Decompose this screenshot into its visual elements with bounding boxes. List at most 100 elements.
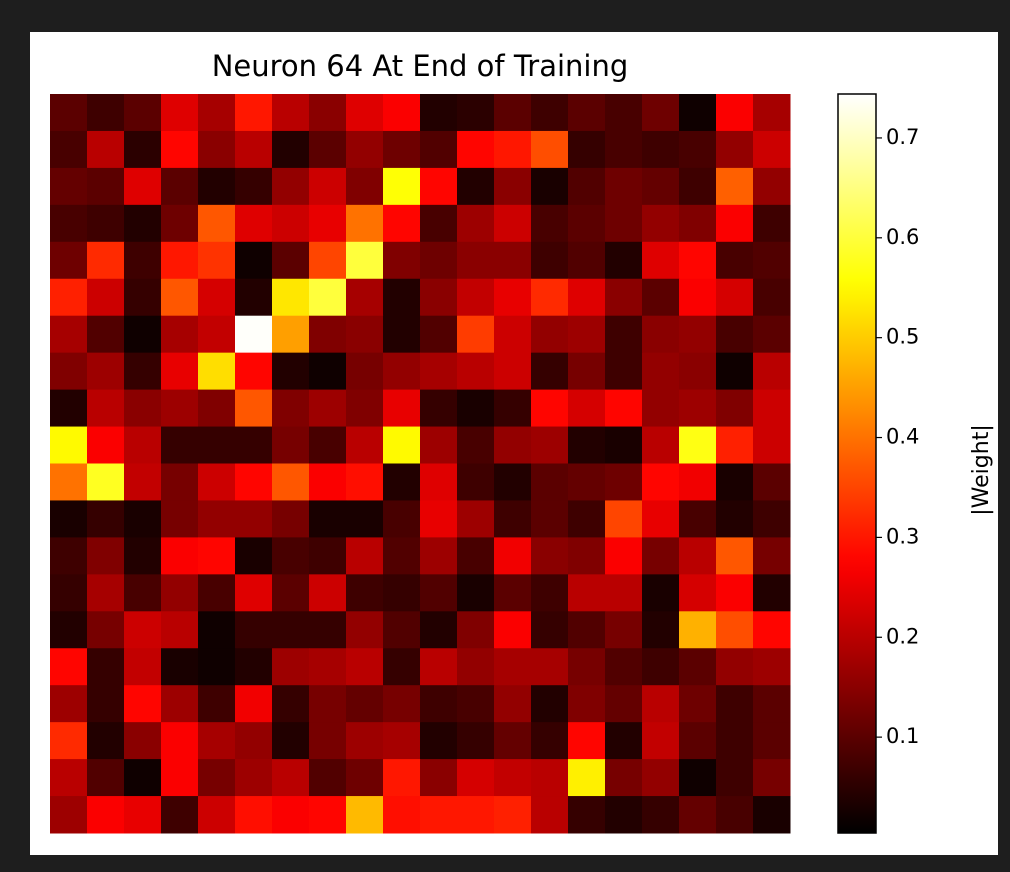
heatmap-cell: [494, 426, 532, 464]
heatmap-cell: [272, 130, 310, 169]
heatmap-cell: [531, 130, 569, 169]
heatmap-cell: [346, 315, 384, 354]
colorbar-tick-label: 0.7: [886, 125, 919, 149]
heatmap-cell: [198, 167, 236, 206]
heatmap-cell: [124, 759, 162, 797]
heatmap-cell: [235, 500, 273, 538]
heatmap-cell: [531, 315, 569, 354]
heatmap-cell: [50, 241, 88, 280]
heatmap-cell: [494, 204, 532, 243]
heatmap-cell: [235, 648, 273, 686]
heatmap-cell: [198, 389, 236, 428]
heatmap-cell: [50, 759, 88, 797]
heatmap-cell: [531, 463, 569, 501]
heatmap-cell: [235, 759, 273, 797]
heatmap-cell: [87, 500, 125, 538]
heatmap-cell: [50, 352, 88, 391]
heatmap-cell: [161, 796, 199, 834]
heatmap-cell: [124, 352, 162, 391]
heatmap-cell: [457, 426, 495, 464]
heatmap-cell: [87, 685, 125, 723]
heatmap-cell: [161, 167, 199, 206]
heatmap-cell: [309, 241, 347, 280]
heatmap-cell: [494, 759, 532, 797]
heatmap-cell: [124, 722, 162, 760]
heatmap-cell: [198, 463, 236, 501]
heatmap-cell: [716, 796, 754, 834]
heatmap-cell: [716, 500, 754, 538]
heatmap-cell: [494, 167, 532, 206]
heatmap-cell: [346, 611, 384, 649]
heatmap-cell: [531, 722, 569, 760]
heatmap-cell: [50, 426, 88, 464]
heatmap-cell: [383, 426, 421, 464]
heatmap-cell: [716, 389, 754, 428]
heatmap-cell: [346, 759, 384, 797]
heatmap-cell: [309, 685, 347, 723]
heatmap-cell: [198, 130, 236, 169]
heatmap-cell: [309, 759, 347, 797]
heatmap-cell: [679, 611, 717, 649]
heatmap-cell: [383, 648, 421, 686]
heatmap-cell: [568, 241, 606, 280]
heatmap-cell: [309, 167, 347, 206]
heatmap-cell: [50, 315, 88, 354]
heatmap-cell: [124, 685, 162, 723]
heatmap-cell: [753, 389, 791, 428]
heatmap-cell: [235, 241, 273, 280]
heatmap-cell: [383, 500, 421, 538]
heatmap-cell: [309, 278, 347, 317]
heatmap-cell: [568, 94, 606, 132]
heatmap-cell: [679, 241, 717, 280]
heatmap-cell: [346, 500, 384, 538]
heatmap-cell: [383, 130, 421, 169]
heatmap-cell: [457, 537, 495, 575]
heatmap-cell: [420, 500, 458, 538]
heatmap-cell: [605, 130, 643, 169]
heatmap-cell: [679, 648, 717, 686]
heatmap-cell: [679, 278, 717, 317]
heatmap-cell: [457, 130, 495, 169]
heatmap-cell: [87, 648, 125, 686]
heatmap-cell: [50, 94, 88, 132]
heatmap-cell: [420, 611, 458, 649]
heatmap-cell: [457, 685, 495, 723]
heatmap-cell: [87, 463, 125, 501]
heatmap-cell: [605, 500, 643, 538]
heatmap-cell: [716, 315, 754, 354]
heatmap-cell: [87, 574, 125, 612]
heatmap-cell: [531, 204, 569, 243]
heatmap-cell: [235, 130, 273, 169]
heatmap-cell: [753, 241, 791, 280]
heatmap-cell: [494, 130, 532, 169]
heatmap-cell: [383, 759, 421, 797]
heatmap-cell: [235, 685, 273, 723]
heatmap-cell: [50, 130, 88, 169]
heatmap-cell: [235, 537, 273, 575]
heatmap-cell: [716, 130, 754, 169]
heatmap-cell: [50, 796, 88, 834]
colorbar-tick-label: 0.6: [886, 225, 919, 249]
heatmap-cell: [420, 315, 458, 354]
heatmap-cell: [346, 389, 384, 428]
heatmap-cell: [50, 722, 88, 760]
heatmap-cell: [309, 574, 347, 612]
heatmap-cell: [753, 204, 791, 243]
heatmap-cell: [198, 537, 236, 575]
heatmap-cell: [494, 315, 532, 354]
heatmap-cell: [50, 389, 88, 428]
colorbar-tick-label: 0.4: [886, 425, 919, 449]
heatmap-cell: [161, 241, 199, 280]
heatmap-cell: [161, 500, 199, 538]
heatmap-cell: [309, 796, 347, 834]
heatmap-cell: [605, 796, 643, 834]
heatmap-cell: [161, 648, 199, 686]
heatmap-cell: [124, 94, 162, 132]
heatmap-cell: [679, 426, 717, 464]
heatmap-cell: [568, 389, 606, 428]
heatmap-cell: [346, 241, 384, 280]
heatmap-cell: [383, 278, 421, 317]
heatmap-cell: [383, 167, 421, 206]
heatmap-cell: [346, 685, 384, 723]
heatmap-cell: [716, 648, 754, 686]
